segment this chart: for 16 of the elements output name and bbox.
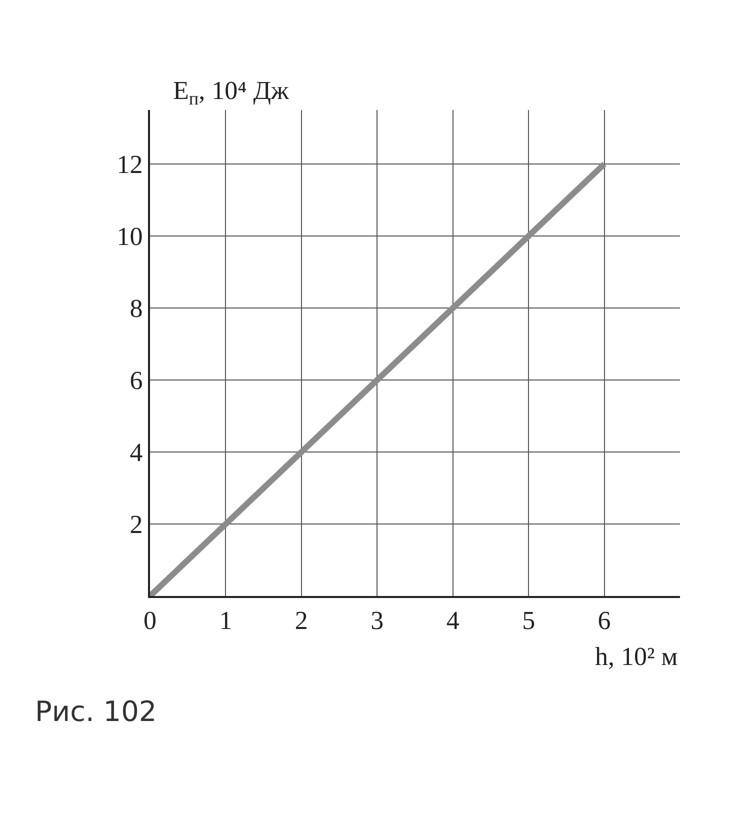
x-tick-label: 0 (144, 606, 156, 636)
x-tick-label: 3 (370, 606, 384, 636)
y-axis-title: E$_{п}$, 10⁴ Дж (173, 76, 290, 108)
text: Рис. 102 (35, 695, 157, 728)
x-axis-title: h, 10² м (595, 642, 678, 671)
x-tick-label: 2 (294, 606, 308, 636)
y-tick-label: 6 (130, 366, 143, 396)
x-tick-label: 1 (219, 606, 232, 636)
y-tick-label: 8 (130, 294, 143, 324)
y-tick-label: 10 (116, 222, 143, 252)
y-tick-label: 4 (130, 438, 143, 468)
y-tick-label: 12 (116, 150, 143, 180)
x-tick-label: 5 (522, 606, 536, 636)
x-tick-label: 4 (446, 606, 460, 636)
y-tick-label: 2 (130, 510, 143, 540)
x-tick-label: 6 (598, 606, 611, 636)
